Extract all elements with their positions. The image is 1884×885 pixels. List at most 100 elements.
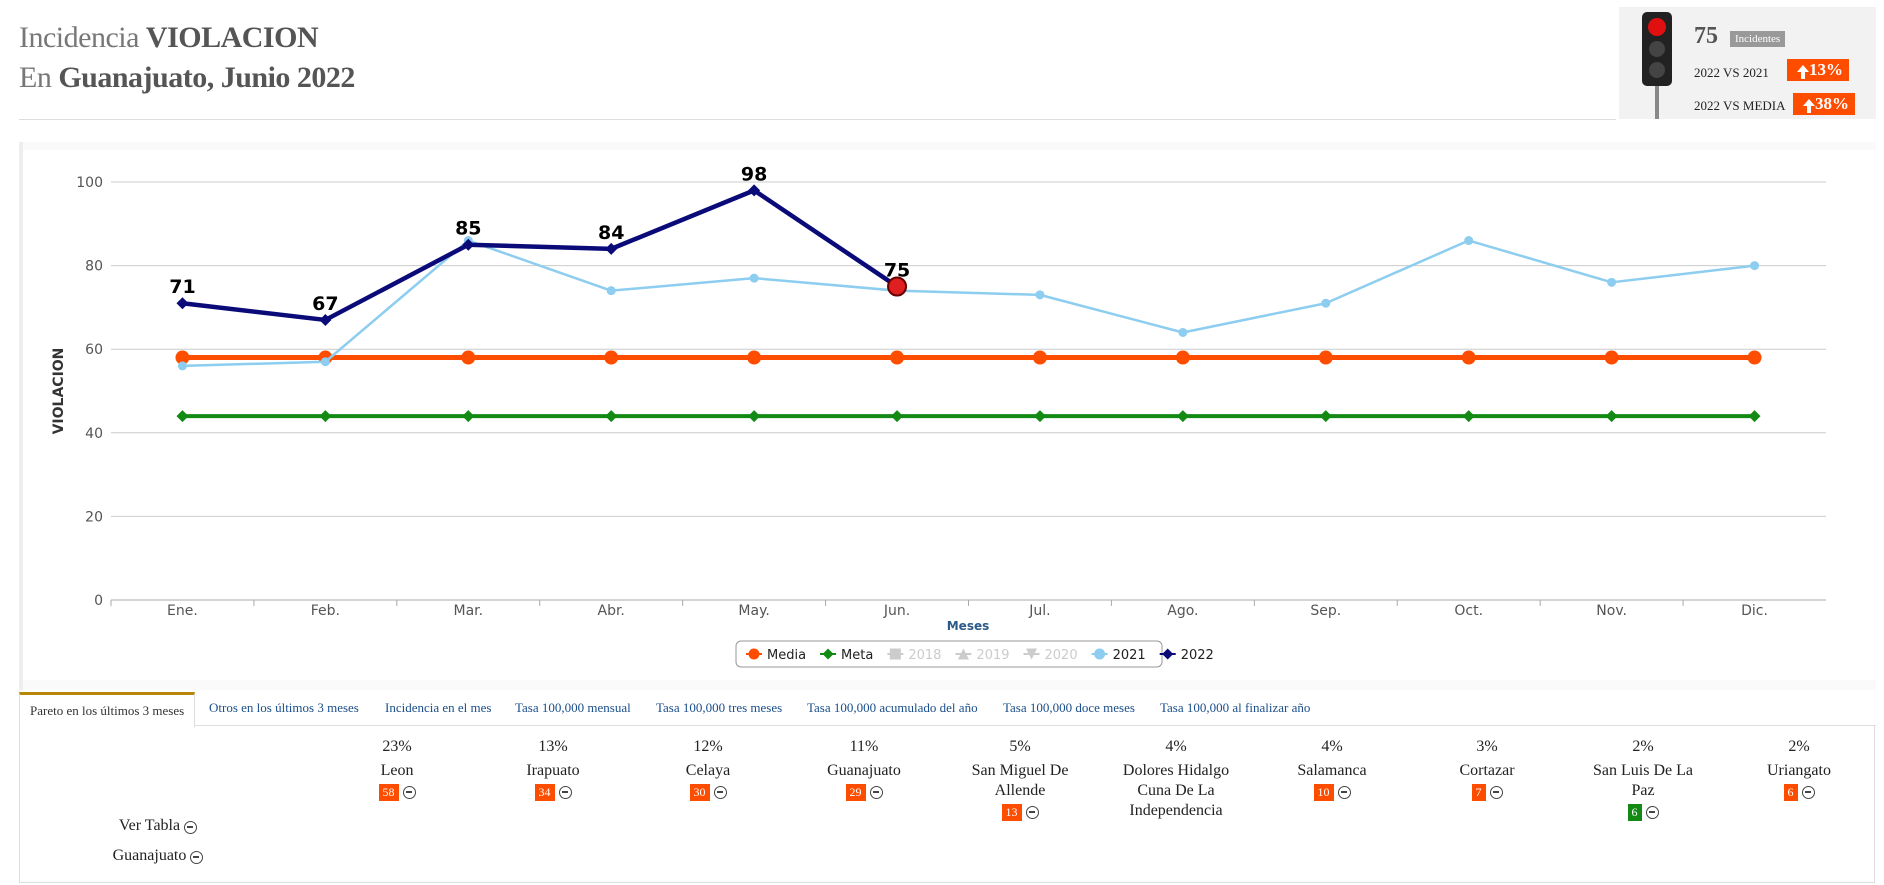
count-row: 6 — [1568, 801, 1718, 822]
place-link[interactable]: Guanajuato — [78, 847, 238, 865]
marker — [1464, 236, 1474, 246]
subtitle-period: Junio 2022 — [220, 61, 356, 94]
count-badge: 30 — [689, 784, 710, 802]
count-row: 6 — [1724, 781, 1874, 802]
gauge-label: 12% — [693, 738, 723, 755]
arrow-icon[interactable] — [1645, 805, 1659, 819]
count-badge: 7 — [1471, 784, 1486, 802]
tab[interactable]: Otros en los últimos 3 meses — [209, 700, 359, 715]
pareto-item: 2% Uriangato 6 — [1724, 737, 1874, 802]
arrow-icon — [1797, 65, 1809, 79]
place-name: Dolores Hidalgo Cuna De La Independencia — [1122, 762, 1230, 819]
gauge: 3% — [1412, 737, 1562, 757]
place-name: Celaya — [685, 762, 731, 779]
arrow-icon[interactable] — [1025, 805, 1039, 819]
marker — [461, 350, 476, 365]
marker — [1032, 350, 1047, 365]
pareto-item: 4% Dolores Hidalgo Cuna De La Independenc… — [1101, 737, 1251, 821]
tab[interactable]: Tasa 100,000 tres meses — [656, 700, 783, 715]
header: Incidencia VIOLACION En Guanajuato, Juni… — [19, 18, 355, 98]
tab[interactable]: Tasa 100,000 mensual — [515, 700, 631, 715]
marker — [606, 286, 616, 296]
x-tick-label: Mar. — [453, 603, 483, 619]
pareto-item: 3% Cortazar 7 — [1412, 737, 1562, 802]
arrow-icon[interactable] — [1489, 785, 1503, 799]
count-badge: 6 — [1783, 784, 1798, 802]
arrow-icon[interactable] — [1337, 785, 1351, 799]
table-link[interactable]: Ver Tabla — [78, 817, 238, 835]
link-text: Ver Tabla — [118, 817, 181, 834]
compare-value: 38% — [1815, 94, 1849, 113]
arrow-icon[interactable] — [1801, 785, 1815, 799]
y-tick-label: 60 — [85, 342, 103, 358]
current-point — [887, 276, 908, 297]
gauge-label: 5% — [1009, 738, 1031, 755]
count-row: 13 — [945, 801, 1095, 822]
legend-label[interactable]: 2021 — [1113, 648, 1146, 663]
marker — [1319, 410, 1332, 423]
marker — [176, 410, 189, 423]
place-name: Cortazar — [1459, 762, 1515, 779]
tab[interactable]: Pareto en los últimos 3 meses — [19, 692, 196, 728]
marker — [605, 242, 618, 255]
marker — [749, 273, 759, 283]
legend-label[interactable]: 2022 — [1181, 648, 1214, 663]
arrow-icon[interactable] — [869, 785, 883, 799]
y-axis-title: VIOLACION — [51, 348, 67, 435]
gauge: 4% — [1101, 737, 1251, 757]
gauge-label: 11% — [849, 738, 879, 755]
arrow-icon[interactable] — [713, 785, 727, 799]
title: Incidencia VIOLACION — [19, 18, 355, 58]
legend-marker — [748, 648, 760, 660]
legend-marker — [1094, 648, 1106, 660]
gauge-label: 4% — [1165, 738, 1187, 755]
arrow-icon[interactable] — [558, 785, 572, 799]
count-row: 10 — [1257, 781, 1407, 802]
arrow-icon — [1803, 99, 1815, 113]
tab[interactable]: Incidencia en el mes — [385, 700, 492, 715]
arrow-icon[interactable] — [402, 785, 416, 799]
arrow-icon[interactable] — [184, 820, 198, 834]
legend-label[interactable]: 2018 — [908, 648, 941, 663]
marker — [1035, 290, 1045, 300]
x-axis-title: Meses — [947, 619, 990, 633]
place-name: Irapuato — [526, 762, 580, 779]
place-name: Leon — [380, 762, 414, 779]
tab[interactable]: Tasa 100,000 acumulado del año — [807, 700, 978, 715]
marker — [890, 350, 905, 365]
tab[interactable]: Tasa 100,000 al finalizar año — [1160, 700, 1311, 715]
subtitle: En Guanajuato, Junio 2022 — [19, 58, 355, 98]
count-row: 7 — [1412, 781, 1562, 802]
pareto-item: 11% Guanajuato 29 — [789, 737, 939, 802]
legend-label[interactable]: Meta — [841, 648, 873, 663]
x-tick-label: Dic. — [1741, 603, 1768, 619]
count-badge: 10 — [1313, 784, 1334, 802]
gauge: 2% — [1724, 737, 1874, 757]
count-badge: 34 — [534, 784, 555, 802]
place-name: San Miguel De Allende — [971, 762, 1069, 799]
x-tick-label: Sep. — [1310, 603, 1341, 619]
x-tick-label: Feb. — [311, 603, 340, 619]
legend-label[interactable]: Media — [767, 648, 806, 663]
marker — [319, 313, 332, 326]
arrow-icon[interactable] — [190, 850, 204, 864]
title-prefix: Incidencia — [19, 21, 139, 54]
legend-label[interactable]: 2019 — [976, 648, 1009, 663]
marker — [748, 184, 761, 197]
count-row: 34 — [478, 781, 628, 802]
marker — [177, 361, 187, 371]
gauge-label: 2% — [1788, 738, 1810, 755]
count-row: 30 — [633, 781, 783, 802]
legend-label[interactable]: 2020 — [1045, 648, 1078, 663]
legend-marker — [822, 648, 834, 660]
y-tick-label: 20 — [85, 509, 103, 525]
data-label: 98 — [741, 163, 767, 185]
legend-marker — [1162, 648, 1174, 660]
marker — [1033, 410, 1046, 423]
marker — [1748, 410, 1761, 423]
kpi-box: 75 Incidentes 2022 VS 2021 13% 2022 VS M… — [1619, 7, 1876, 119]
count-row: 58 — [322, 781, 472, 802]
gauge: 13% — [478, 737, 628, 757]
marker — [1321, 298, 1331, 308]
tab[interactable]: Tasa 100,000 doce meses — [1003, 700, 1135, 715]
